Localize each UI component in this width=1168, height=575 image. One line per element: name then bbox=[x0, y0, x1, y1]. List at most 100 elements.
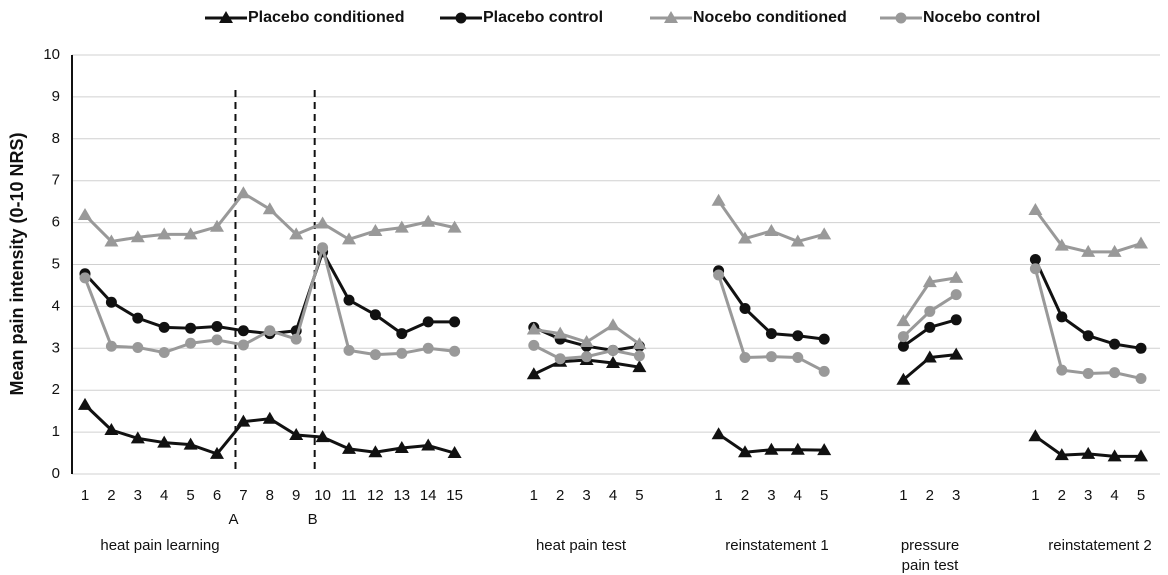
data-point bbox=[78, 397, 92, 410]
legend-marker bbox=[664, 11, 678, 23]
data-point bbox=[422, 342, 434, 354]
data-point bbox=[897, 340, 909, 352]
data-point bbox=[1082, 367, 1094, 379]
x-tick-label: 1 bbox=[899, 487, 907, 504]
x-tick-label: 13 bbox=[393, 487, 410, 504]
data-point bbox=[1056, 364, 1068, 376]
data-point bbox=[78, 208, 92, 221]
y-tick-label: 10 bbox=[43, 46, 60, 63]
data-point bbox=[1134, 449, 1148, 462]
data-point bbox=[210, 446, 224, 459]
data-point bbox=[528, 339, 540, 351]
data-point bbox=[236, 414, 251, 427]
data-point bbox=[1082, 330, 1094, 342]
data-point bbox=[606, 318, 620, 331]
data-point bbox=[130, 431, 145, 444]
x-tick-label: 4 bbox=[160, 487, 168, 504]
x-tick-label: 2 bbox=[741, 487, 749, 504]
data-point bbox=[447, 446, 462, 459]
data-point bbox=[765, 351, 777, 363]
y-tick-label: 1 bbox=[52, 423, 60, 440]
data-point bbox=[317, 242, 329, 254]
x-tick-label: 10 bbox=[314, 487, 331, 504]
data-point bbox=[130, 230, 145, 243]
data-point bbox=[236, 186, 251, 199]
data-point bbox=[211, 334, 223, 346]
data-point bbox=[922, 350, 937, 363]
data-point bbox=[290, 333, 302, 345]
data-point bbox=[764, 442, 779, 455]
data-point bbox=[343, 344, 355, 356]
data-point bbox=[315, 216, 330, 229]
data-point bbox=[449, 345, 461, 357]
x-tick-label: 1 bbox=[530, 487, 538, 504]
x-tick-label: 5 bbox=[1137, 487, 1145, 504]
data-point bbox=[157, 435, 172, 448]
data-point bbox=[949, 270, 964, 283]
data-point bbox=[132, 312, 144, 324]
data-point bbox=[633, 350, 645, 362]
data-point bbox=[396, 328, 408, 340]
y-tick-label: 3 bbox=[52, 339, 60, 356]
series-line bbox=[83, 353, 1141, 458]
data-point bbox=[738, 231, 752, 244]
data-point bbox=[896, 372, 911, 385]
data-point bbox=[1029, 263, 1041, 275]
data-point bbox=[237, 339, 249, 351]
x-tick-label: 5 bbox=[635, 487, 643, 504]
data-point bbox=[289, 227, 304, 240]
data-point bbox=[606, 355, 620, 368]
x-tick-label: 1 bbox=[714, 487, 722, 504]
data-point bbox=[739, 302, 751, 314]
x-tick-label: 12 bbox=[367, 487, 384, 504]
data-point bbox=[1135, 372, 1147, 384]
x-tick-label: 3 bbox=[1084, 487, 1092, 504]
data-point bbox=[158, 321, 170, 333]
data-point bbox=[289, 428, 304, 441]
data-point bbox=[922, 275, 937, 288]
data-point bbox=[924, 321, 936, 333]
x-tick-label: 4 bbox=[794, 487, 802, 504]
x-tick-label: 5 bbox=[820, 487, 828, 504]
data-point bbox=[1109, 367, 1121, 379]
x-tick-label: 2 bbox=[107, 487, 115, 504]
data-point bbox=[1109, 338, 1121, 350]
data-point bbox=[738, 445, 752, 458]
y-tick-label: 8 bbox=[52, 130, 60, 147]
group-label: pain test bbox=[902, 557, 960, 574]
data-point bbox=[132, 341, 144, 353]
data-point bbox=[368, 223, 383, 236]
x-tick-label: 2 bbox=[1058, 487, 1066, 504]
x-tick-label: 6 bbox=[213, 487, 221, 504]
legend-marker bbox=[895, 12, 907, 24]
x-tick-label: 2 bbox=[926, 487, 934, 504]
data-point bbox=[421, 214, 436, 227]
x-tick-label: 3 bbox=[767, 487, 775, 504]
data-point bbox=[897, 331, 909, 343]
data-point bbox=[924, 305, 936, 317]
x-tick-label: 3 bbox=[582, 487, 590, 504]
data-point bbox=[262, 202, 277, 215]
data-point bbox=[447, 220, 462, 233]
data-point bbox=[1054, 238, 1069, 251]
legend-label: Placebo conditioned bbox=[248, 9, 404, 26]
data-point bbox=[632, 360, 647, 373]
annotation: B bbox=[308, 511, 318, 528]
data-point bbox=[1028, 203, 1043, 216]
group-label: heat pain test bbox=[536, 537, 627, 554]
legend-label: Nocebo control bbox=[923, 9, 1040, 26]
data-point bbox=[342, 232, 356, 245]
y-tick-label: 9 bbox=[52, 88, 60, 105]
data-point bbox=[1081, 446, 1096, 459]
x-tick-label: 8 bbox=[266, 487, 274, 504]
data-point bbox=[792, 352, 804, 364]
y-tick-label: 0 bbox=[52, 465, 60, 482]
group-label: heat pain learning bbox=[100, 537, 219, 554]
data-point bbox=[817, 227, 832, 240]
data-point bbox=[949, 347, 964, 360]
x-tick-label: 9 bbox=[292, 487, 300, 504]
data-point bbox=[817, 443, 832, 456]
x-tick-label: 4 bbox=[1110, 487, 1118, 504]
data-point bbox=[607, 344, 619, 356]
